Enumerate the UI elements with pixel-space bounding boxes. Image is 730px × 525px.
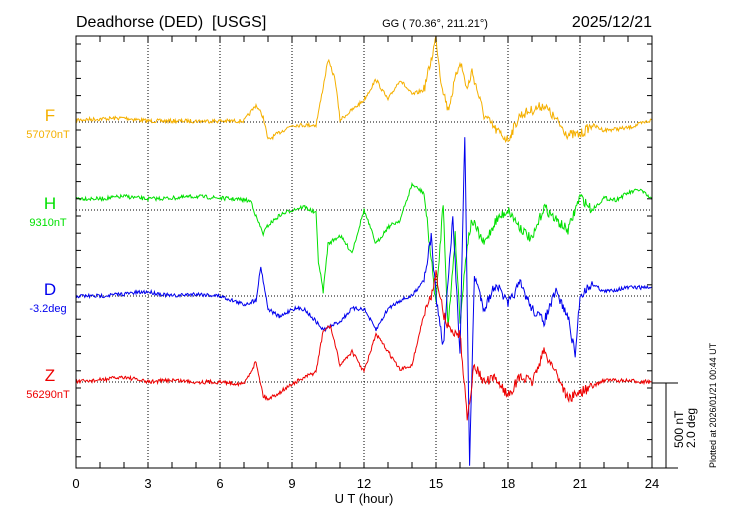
baseline-value-h: 9310nT <box>29 217 67 229</box>
station-coords: GG ( 70.36°, 211.21°) <box>382 18 488 30</box>
baseline-value-z: 56290nT <box>26 389 70 401</box>
x-tick-label: 24 <box>645 476 659 491</box>
x-tick-label: 0 <box>72 476 79 491</box>
series-label-f: F <box>45 106 55 125</box>
x-tick-label: 6 <box>216 476 223 491</box>
scale-bar-deg-label: 2.0 deg <box>684 408 698 448</box>
x-axis-label: U T (hour) <box>335 491 394 506</box>
x-tick-label: 15 <box>429 476 443 491</box>
series-label-h: H <box>44 194 56 213</box>
chart-date: 2025/12/21 <box>572 14 652 31</box>
x-tick-label: 3 <box>144 476 151 491</box>
baseline-value-f: 57070nT <box>26 129 70 141</box>
plotted-note: Plotted at 2026/01/21 00:44 UT <box>708 342 718 468</box>
trace-d <box>75 137 653 466</box>
scale-bar-nt-label: 500 nT <box>672 410 686 448</box>
x-tick-label: 21 <box>573 476 587 491</box>
series-label-d: D <box>44 280 56 299</box>
trace-z <box>75 269 653 421</box>
trace-f <box>75 35 653 144</box>
baseline-value-d: -3.2deg <box>29 303 66 315</box>
x-tick-label: 18 <box>501 476 515 491</box>
chart-title: Deadhorse (DED) [USGS] <box>76 14 266 31</box>
trace-h <box>75 181 653 327</box>
x-tick-label: 12 <box>357 476 371 491</box>
x-tick-label: 9 <box>288 476 295 491</box>
series-label-z: Z <box>45 366 55 385</box>
